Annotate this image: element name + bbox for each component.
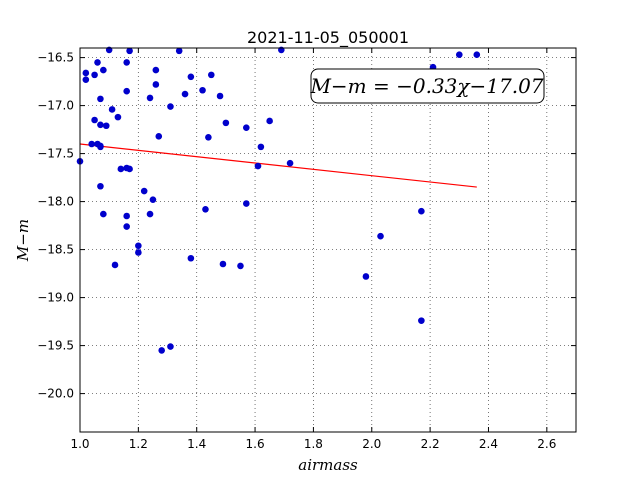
fit-line-group (79, 143, 477, 188)
data-point (126, 47, 133, 55)
data-point (140, 187, 148, 195)
data-point (114, 113, 122, 121)
y-tick-label: −18.0 (37, 195, 74, 209)
data-point (266, 117, 273, 125)
data-point (126, 165, 133, 173)
fit-equation: M−m = −0.33χ−17.07 (309, 74, 543, 98)
data-point (123, 87, 130, 95)
data-point (97, 121, 104, 129)
grid-lines (79, 48, 576, 432)
data-point (91, 116, 98, 124)
data-point (117, 165, 125, 173)
x-tick-label: 1.2 (129, 437, 148, 451)
x-axis-label: airmass (298, 456, 358, 474)
data-point (111, 261, 119, 269)
data-point (243, 124, 250, 131)
data-point (91, 71, 98, 79)
data-point (123, 59, 130, 66)
data-point (216, 92, 224, 100)
x-tick-label: 1.8 (304, 437, 323, 451)
data-point (202, 205, 209, 213)
data-point (146, 210, 154, 218)
y-tick-label: −18.5 (37, 243, 74, 257)
data-point (149, 196, 157, 203)
data-point (455, 51, 463, 59)
data-point (135, 242, 142, 250)
chart-title: 2021-11-05_050001 (247, 28, 409, 48)
data-point (155, 133, 163, 140)
data-point (97, 95, 104, 103)
data-point (167, 103, 174, 110)
data-point (286, 159, 294, 167)
data-point (123, 212, 130, 220)
x-tick-label: 1.0 (70, 437, 89, 451)
data-point (146, 94, 154, 102)
data-point (199, 86, 206, 94)
y-tick-label: −19.5 (37, 339, 74, 353)
data-point (187, 73, 195, 81)
data-point (377, 232, 384, 240)
data-point (205, 133, 212, 141)
x-tick-label: 2.4 (479, 437, 498, 451)
data-point (187, 254, 195, 262)
data-point (152, 81, 160, 88)
data-point (152, 66, 160, 74)
y-tick-label: −17.0 (37, 99, 74, 113)
y-tick-label: −16.5 (37, 51, 74, 65)
data-point (243, 200, 250, 207)
data-point (207, 71, 215, 79)
fit-line (79, 143, 477, 188)
data-point (473, 51, 481, 59)
plot-frame (79, 47, 577, 433)
data-point (254, 162, 262, 170)
x-tick-label: 1.6 (246, 437, 265, 451)
data-point (88, 140, 95, 148)
x-tick-label: 2.6 (537, 437, 556, 451)
data-point (175, 47, 183, 55)
data-point (108, 106, 116, 113)
data-point (100, 66, 107, 74)
data-point (123, 223, 130, 230)
y-axis-label: M−m (14, 219, 32, 262)
data-point (222, 119, 230, 127)
data-point (418, 207, 425, 215)
data-point (158, 347, 165, 354)
data-point (97, 182, 104, 190)
axis-ticks: 1.0 1.2 1.4 1.6 1.8 2.0 2.2 2.4 2.6 −16.5 −17.0 −17… (37, 48, 576, 451)
data-point (97, 143, 104, 151)
data-point (257, 143, 265, 151)
data-point (135, 249, 142, 256)
data-point (82, 69, 90, 77)
data-point (167, 343, 174, 350)
y-tick-label: −20.0 (37, 387, 74, 401)
data-point (94, 59, 101, 66)
data-point (237, 262, 244, 270)
data-point (82, 76, 90, 83)
y-tick-label: −19.0 (37, 291, 74, 305)
annotation-box: M−m = −0.33χ−17.07 (309, 68, 545, 104)
data-point (219, 260, 227, 268)
x-tick-label: 1.4 (187, 437, 206, 451)
x-tick-label: 2.0 (362, 437, 381, 451)
data-point (102, 122, 110, 130)
data-point (100, 210, 107, 218)
x-tick-label: 2.2 (421, 437, 440, 451)
data-point (362, 273, 370, 280)
data-point (181, 90, 189, 98)
data-point (418, 317, 425, 324)
y-tick-label: −17.5 (37, 147, 74, 161)
